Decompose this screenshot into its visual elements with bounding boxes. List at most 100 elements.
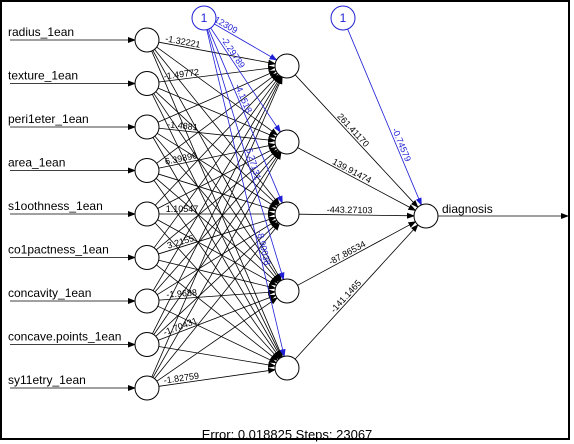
input-node-7: [134, 288, 160, 314]
edge-input-1-hidden-1: [158, 41, 277, 66]
edge-input-4-hidden-4: [155, 178, 279, 284]
input-label-7: concavity_1ean: [8, 286, 91, 300]
hidden-output-weight-1: 261.41170: [335, 111, 371, 149]
edge-input-2-hidden-5: [151, 94, 283, 359]
edge-input-2-hidden-1: [158, 65, 277, 83]
input-weight-1: -1.32221: [165, 33, 202, 49]
edge-input-5-hidden-5: [154, 222, 280, 360]
edge-hidden-5-output: [294, 224, 419, 360]
edge-input-5-hidden-4: [157, 219, 278, 286]
edge-input-8-hidden-5: [158, 346, 277, 368]
input-node-5: [134, 201, 160, 227]
input-node-1: [134, 27, 160, 53]
edge-input-6-hidden-3: [158, 216, 277, 255]
input-weight-2: -1.49772: [163, 67, 199, 81]
edge-input-6-hidden-4: [158, 259, 277, 290]
edge-input-9-hidden-5: [158, 367, 277, 387]
edge-bias-output: [347, 28, 422, 206]
edge-input-4-hidden-5: [153, 180, 281, 360]
input-label-2: texture_1ean: [8, 69, 78, 83]
edge-input-8-hidden-4: [158, 294, 277, 341]
edge-bias-hidden-3: [208, 28, 283, 204]
edge-input-1-hidden-2: [156, 46, 279, 136]
input-label-9: sy11etry_1ean: [8, 373, 86, 387]
edge-hidden-4-output: [297, 221, 417, 286]
edge-hidden-2-output: [297, 147, 417, 211]
edge-input-3-hidden-5: [152, 137, 282, 359]
output-bias-weight: -0.74579: [390, 126, 413, 163]
hidden-node-1: [274, 53, 300, 79]
input-node-3: [134, 114, 160, 140]
hidden-node-3: [274, 201, 300, 227]
edge-input-1-hidden-5: [151, 50, 283, 358]
input-weight-3: -1.4881: [167, 119, 198, 132]
edge-input-9-hidden-4: [156, 297, 278, 382]
input-label-3: peri1eter_1ean: [8, 112, 89, 126]
edge-input-8-hidden-1: [152, 75, 283, 334]
edge-hidden-1-output: [294, 74, 419, 208]
input-node-2: [134, 71, 160, 96]
input-label-6: co1pactness_1ean: [8, 243, 109, 257]
edge-input-7-hidden-5: [157, 305, 278, 364]
edge-bias-hidden-2: [210, 27, 281, 133]
edge-input-9-hidden-1: [151, 76, 283, 378]
edge-input-6-hidden-1: [153, 74, 281, 249]
labels-layer: 1 1 radius_1ean texture_1ean peri1eter_1eana…: [8, 11, 493, 442]
edge-input-8-hidden-3: [155, 221, 279, 337]
hidden-output-weight-2: 139.91474: [331, 156, 373, 185]
edge-input-4-hidden-3: [158, 173, 277, 212]
bias-label-hidden: 1: [201, 11, 208, 25]
edge-input-5-hidden-2: [157, 147, 278, 209]
edge-input-2-hidden-2: [157, 87, 277, 138]
hidden-output-weight-3: -443.27103: [327, 205, 373, 216]
input-label-8: concave.points_1ean: [8, 330, 121, 344]
bias-label-output: 1: [340, 11, 347, 25]
output-label: diagnosis: [442, 202, 493, 216]
hidden-output-weight-4: -87.86534: [327, 239, 367, 267]
input-label-4: area_1ean: [8, 156, 65, 170]
training-summary: Error: 0.018825 Steps: 23067: [202, 427, 373, 442]
input-weight-7: -1.9688: [166, 287, 197, 299]
edge-input-7-hidden-1: [152, 75, 282, 291]
input-node-6: [134, 245, 160, 270]
hidden-node-2: [274, 129, 300, 155]
edge-input-3-hidden-1: [157, 70, 277, 123]
edge-input-4-hidden-2: [158, 142, 277, 169]
edge-input-1-hidden-4: [152, 50, 282, 282]
edge-input-2-hidden-3: [155, 91, 279, 207]
input-node-9: [134, 375, 160, 401]
input-weight-9: -1.82759: [163, 371, 200, 386]
edge-input-7-hidden-2: [154, 150, 280, 293]
input-node-4: [134, 158, 160, 183]
nodes-layer: [134, 5, 439, 401]
hidden-node-5: [274, 355, 300, 381]
input-weight-6: 3.2155: [166, 233, 195, 251]
edge-input-3-hidden-4: [154, 135, 280, 283]
edge-input-6-hidden-2: [156, 149, 279, 251]
edge-input-4-hidden-1: [156, 72, 279, 164]
bias-node-hidden: [191, 5, 217, 31]
input-node-8: [134, 332, 160, 357]
edge-input-7-hidden-3: [156, 219, 278, 296]
input-weight-8: -1.70431: [162, 315, 199, 337]
output-node: [413, 203, 439, 229]
edge-input-6-hidden-5: [156, 264, 279, 362]
edge-input-1-hidden-3: [154, 49, 281, 206]
input-label-5: s1oothness_1ean: [8, 199, 103, 213]
input-weight-5: 1.10547: [166, 204, 199, 214]
edge-input-5-hidden-1: [154, 73, 280, 206]
hidden-node-4: [274, 278, 300, 304]
bias-node-output: [330, 5, 356, 31]
edge-hidden-3-output: [298, 212, 416, 219]
edge-bias-hidden-4: [207, 29, 285, 281]
edge-bias-hidden-5: [206, 29, 286, 358]
edges-layer: [10, 23, 569, 391]
input-label-1: radius_1ean: [8, 25, 74, 39]
hidden-output-weight-5: -141.1465: [328, 278, 363, 315]
edge-input-9-hidden-2: [152, 151, 282, 378]
edge-input-8-hidden-2: [153, 151, 281, 335]
edge-bias-hidden-1: [214, 23, 278, 61]
hidden-bias-weight-3: -4.1518: [233, 82, 254, 114]
